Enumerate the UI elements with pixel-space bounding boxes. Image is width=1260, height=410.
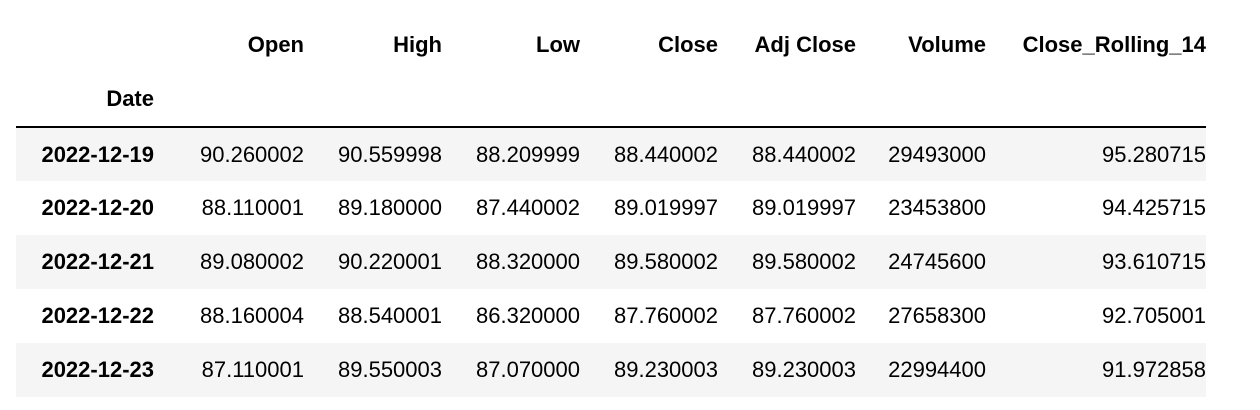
cell-open: 87.110001: [201, 357, 304, 382]
cell-close-rolling-14: 91.972858: [1102, 357, 1206, 382]
table-row: 2022-12-22 88.160004 88.540001 86.320000…: [16, 289, 1206, 343]
cell-adj-close: 89.230003: [752, 357, 856, 382]
column-header-close-rolling-14: Close_Rolling_14: [1022, 32, 1206, 57]
row-index-date: 2022-12-23: [41, 357, 154, 382]
table-row: 2022-12-23 87.110001 89.550003 87.070000…: [16, 343, 1206, 397]
table-row: 2022-12-19 90.260002 90.559998 88.209999…: [16, 127, 1206, 181]
cell-volume: 24745600: [888, 249, 986, 274]
cell-high: 89.180000: [338, 195, 442, 220]
cell-close: 89.230003: [614, 357, 718, 382]
column-header-close: Close: [658, 32, 718, 57]
dataframe-table: Open High Low Close Adj Close Volume Clo…: [16, 18, 1206, 397]
cell-close: 89.580002: [614, 249, 718, 274]
index-name-label: Date: [106, 86, 154, 111]
table-row: 2022-12-20 88.110001 89.180000 87.440002…: [16, 181, 1206, 235]
column-header-high: High: [393, 32, 442, 57]
cell-adj-close: 89.580002: [752, 249, 856, 274]
cell-volume: 22994400: [888, 357, 986, 382]
cell-close: 88.440002: [614, 141, 718, 167]
cell-adj-close: 89.019997: [752, 195, 856, 220]
row-index-date: 2022-12-19: [41, 141, 154, 167]
cell-close-rolling-14: 94.425715: [1102, 195, 1206, 220]
cell-low: 86.320000: [476, 303, 580, 328]
cell-volume: 29493000: [888, 141, 986, 167]
index-name-row: Date: [16, 72, 1206, 127]
row-index-date: 2022-12-20: [41, 195, 154, 220]
column-header-blank: [16, 18, 166, 72]
column-header-open: Open: [247, 32, 304, 57]
cell-high: 88.540001: [338, 303, 442, 328]
cell-close-rolling-14: 93.610715: [1102, 249, 1206, 274]
cell-low: 87.440002: [476, 195, 580, 220]
cell-adj-close: 88.440002: [752, 141, 856, 167]
cell-close: 87.760002: [614, 303, 718, 328]
column-header-low: Low: [536, 32, 580, 57]
cell-low: 88.209999: [476, 141, 580, 167]
cell-high: 90.559998: [338, 141, 442, 167]
cell-volume: 27658300: [888, 303, 986, 328]
cell-open: 88.160004: [200, 303, 304, 328]
cell-low: 87.070000: [476, 357, 580, 382]
cell-high: 89.550003: [338, 357, 442, 382]
cell-open: 88.110001: [201, 195, 304, 220]
cell-close-rolling-14: 92.705001: [1102, 303, 1206, 328]
column-header-adj-close: Adj Close: [754, 32, 856, 57]
cell-close: 89.019997: [614, 195, 718, 220]
cell-open: 90.260002: [200, 141, 304, 167]
column-header-volume: Volume: [908, 32, 986, 57]
row-index-date: 2022-12-21: [41, 249, 154, 274]
cell-low: 88.320000: [476, 249, 580, 274]
cell-high: 90.220001: [338, 249, 442, 274]
column-header-row: Open High Low Close Adj Close Volume Clo…: [16, 18, 1206, 72]
cell-volume: 23453800: [888, 195, 986, 220]
table-header: Open High Low Close Adj Close Volume Clo…: [16, 18, 1206, 127]
cell-open: 89.080002: [200, 249, 304, 274]
table-row: 2022-12-21 89.080002 90.220001 88.320000…: [16, 235, 1206, 289]
table-body: 2022-12-19 90.260002 90.559998 88.209999…: [16, 127, 1206, 397]
cell-close-rolling-14: 95.280715: [1102, 141, 1206, 167]
row-index-date: 2022-12-22: [41, 303, 154, 328]
cell-adj-close: 87.760002: [752, 303, 856, 328]
